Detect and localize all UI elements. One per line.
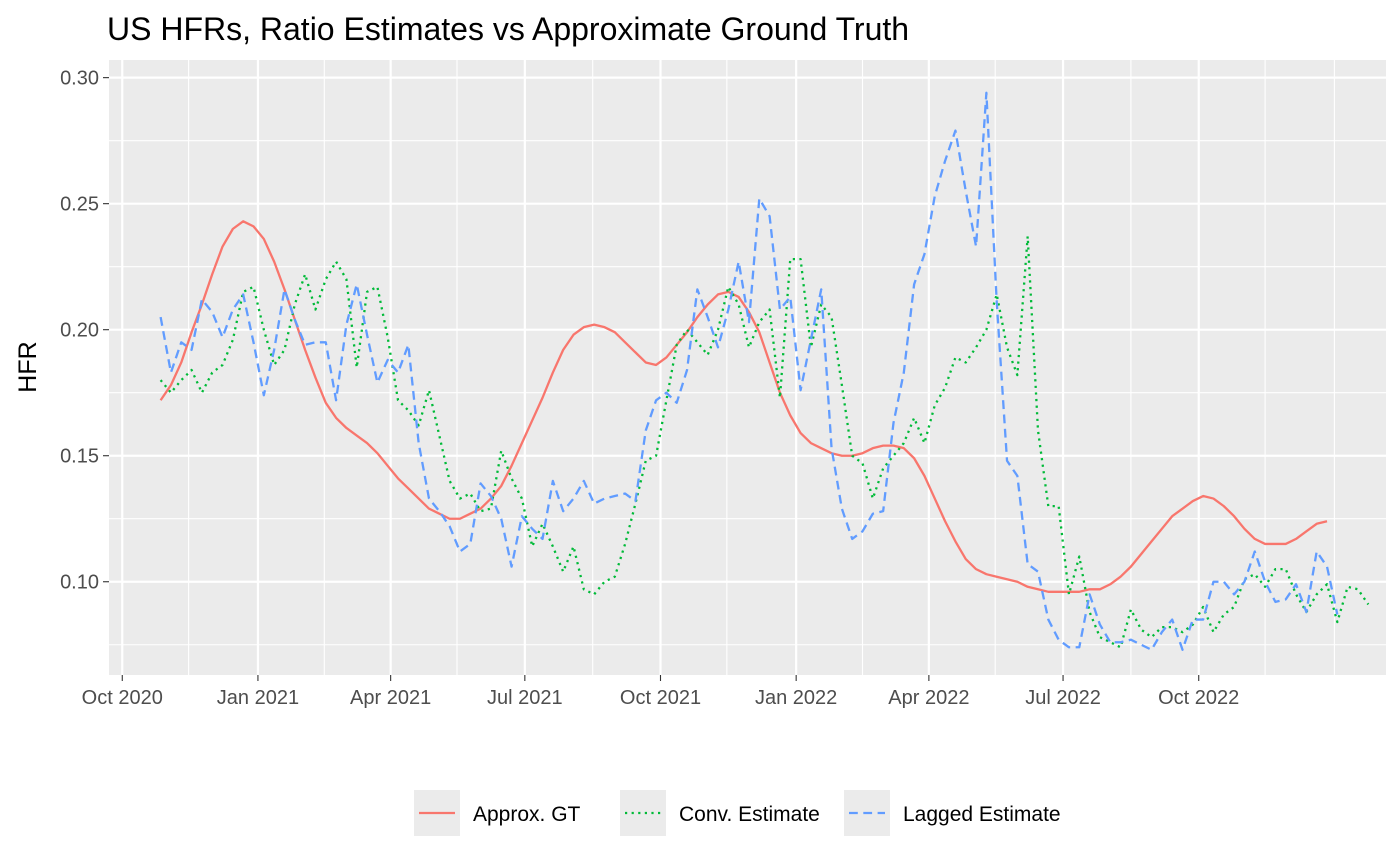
y-tick-label: 0.30 [60,68,99,90]
x-tick-label: Oct 2020 [82,687,163,709]
legend-label-2: Lagged Estimate [903,803,1061,826]
legend: Approx. GT Conv. Estimate Lagged Estimate [414,790,1061,836]
series-line-2 [159,91,1339,651]
x-tick-label: Oct 2021 [620,687,701,709]
x-tick-label: Jul 2021 [487,687,563,709]
x-tick-label: Oct 2022 [1158,687,1239,709]
plot-panel [109,60,1386,675]
legend-label-0: Approx. GT [473,803,581,826]
chart-title: US HFRs, Ratio Estimates vs Approximate … [107,11,909,47]
x-tick-label: Apr 2022 [888,687,969,709]
y-tick-label: 0.15 [60,446,99,468]
axes: 0.10 0.15 0.20 0.25 0.30 Oct 2020 Jan 2021 Apr … [60,68,1239,709]
series-line-1 [159,235,1370,649]
x-tick-label: Jan 2022 [755,687,837,709]
legend-label-1: Conv. Estimate [679,803,820,826]
y-tick-label: 0.10 [60,572,99,594]
y-tick-label: 0.20 [60,320,99,342]
x-tick-label: Apr 2021 [350,687,431,709]
x-tick-label: Jul 2022 [1025,687,1101,709]
series-lines [159,91,1370,651]
x-tick-label: Jan 2021 [217,687,299,709]
series-line-0 [159,220,1328,593]
y-axis-title: HFR [14,341,42,392]
y-tick-label: 0.25 [60,194,99,216]
